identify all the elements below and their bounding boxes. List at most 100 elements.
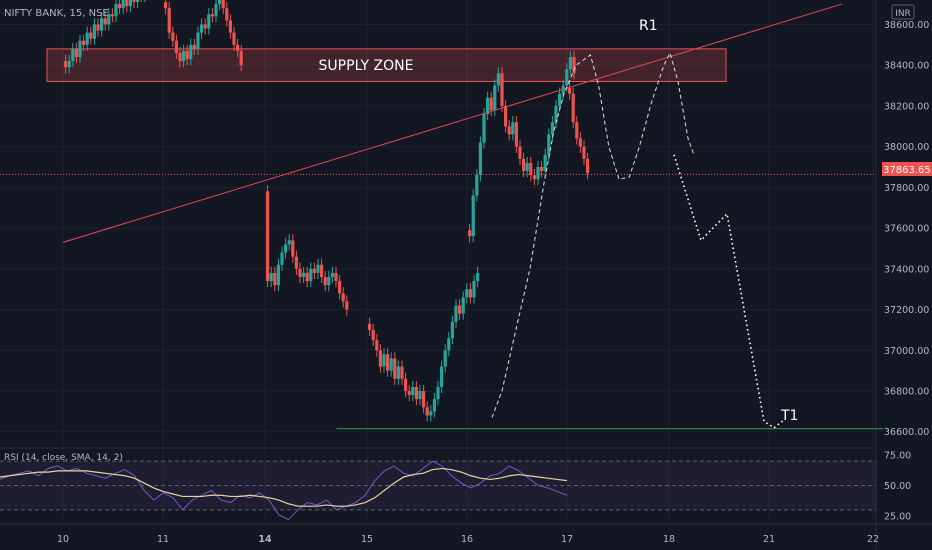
projection-path <box>673 154 786 429</box>
zones-layer <box>46 48 727 82</box>
rsi-tick-label: 75.00 <box>884 451 911 462</box>
currency-label: INR <box>895 9 911 19</box>
candle-body <box>185 50 189 60</box>
candle-body <box>572 57 576 74</box>
candle-body <box>196 32 200 49</box>
candle-body <box>447 338 451 351</box>
price-tick-label: 37800.00 <box>884 183 929 194</box>
candle-body <box>78 40 82 58</box>
symbol-legend[interactable]: NIFTY BANK, 15, NSE <box>4 8 109 19</box>
candle-body <box>565 69 569 86</box>
candle-body <box>298 268 302 277</box>
candle-body <box>103 18 107 25</box>
rsi-pane: 75.00 50.00 25.00 <box>0 451 911 522</box>
candle-body <box>475 175 479 196</box>
time-tick-label: 17 <box>561 534 573 545</box>
rsi-ma-line <box>0 467 568 507</box>
price-tick-label: 38600.00 <box>884 20 929 31</box>
candle-body <box>327 276 331 286</box>
supply-zone-box <box>46 48 727 82</box>
resistance-trendline <box>62 3 842 243</box>
time-tick-label: 15 <box>361 534 373 545</box>
candle-body <box>100 18 104 31</box>
rsi-legend[interactable]: RSI (14, close, SMA, 14, 2) <box>4 453 123 463</box>
candle-body <box>432 399 436 412</box>
candle-body <box>418 391 422 400</box>
candle-body <box>525 162 529 172</box>
candle-body <box>341 293 345 302</box>
rsi-line <box>0 460 568 521</box>
candle-body <box>522 158 526 172</box>
t1-label: T1 <box>780 408 798 424</box>
candle-body <box>536 166 540 180</box>
candle-body <box>330 272 334 277</box>
candle-body <box>71 48 75 62</box>
price-axis[interactable]: 38600.00 38400.00 38200.00 38000.00 37800.00… <box>884 20 929 438</box>
price-tick-label: 37000.00 <box>884 346 929 357</box>
candle-body <box>118 4 122 9</box>
candle-body <box>214 4 218 17</box>
candle-body <box>476 272 480 282</box>
candle-body <box>450 321 454 339</box>
candle-body <box>436 386 440 400</box>
candle-body <box>203 24 207 29</box>
rsi-tick-label: 25.00 <box>884 511 911 522</box>
candle-body <box>334 272 338 282</box>
candle-body <box>540 166 544 172</box>
candle-body <box>393 358 397 379</box>
candle-body <box>378 350 382 367</box>
candle-body <box>468 230 472 237</box>
candle-body <box>396 366 400 379</box>
candle-body <box>554 105 558 123</box>
candle-body <box>493 85 497 110</box>
candle-body <box>558 93 562 106</box>
candle-body <box>389 358 393 371</box>
last-price-tag <box>882 162 932 176</box>
candle-body <box>89 32 93 39</box>
price-tick-label: 37400.00 <box>884 264 929 275</box>
price-tick-label: 38400.00 <box>884 61 929 72</box>
candle-body <box>482 114 486 143</box>
candle-body <box>429 411 433 416</box>
candle-body <box>85 32 89 45</box>
candle-body <box>422 391 426 408</box>
currency-badge[interactable] <box>891 4 915 20</box>
candle-body <box>225 8 229 21</box>
candle-body <box>578 138 582 147</box>
time-tick-label: 18 <box>663 534 675 545</box>
candle-body <box>375 340 379 351</box>
candle-body <box>504 105 508 127</box>
candle-body <box>443 350 447 367</box>
price-tick-label: 37200.00 <box>884 305 929 316</box>
candle-body <box>468 289 472 298</box>
candle-body <box>228 20 232 33</box>
time-tick-label: 22 <box>867 534 879 545</box>
candle-body <box>478 142 482 176</box>
candle-body <box>125 0 129 7</box>
candle-body <box>132 0 136 3</box>
price-tick-label: 36600.00 <box>884 427 929 438</box>
candle-body <box>511 122 515 135</box>
candle-body <box>178 52 182 62</box>
candle-body <box>312 268 316 273</box>
candle-body <box>461 297 465 314</box>
candle-body <box>440 366 444 387</box>
candle-body <box>568 57 572 70</box>
candle-body <box>316 264 320 273</box>
candle-body <box>74 48 78 58</box>
candle-body <box>302 272 306 277</box>
candle-body <box>218 0 222 5</box>
candle-body <box>287 240 291 245</box>
price-tick-label: 36800.00 <box>884 387 929 398</box>
candle-body <box>273 272 277 286</box>
time-tick-label: 16 <box>461 534 473 545</box>
candle-body <box>64 61 68 68</box>
candle-body <box>425 407 429 416</box>
candle-body <box>458 305 462 314</box>
candle-body <box>128 0 132 7</box>
time-axis[interactable]: 10 11 14 15 16 17 18 21 22 <box>57 534 879 545</box>
candle-body <box>236 44 240 51</box>
candle-body <box>382 354 386 367</box>
candle-body <box>575 122 579 139</box>
